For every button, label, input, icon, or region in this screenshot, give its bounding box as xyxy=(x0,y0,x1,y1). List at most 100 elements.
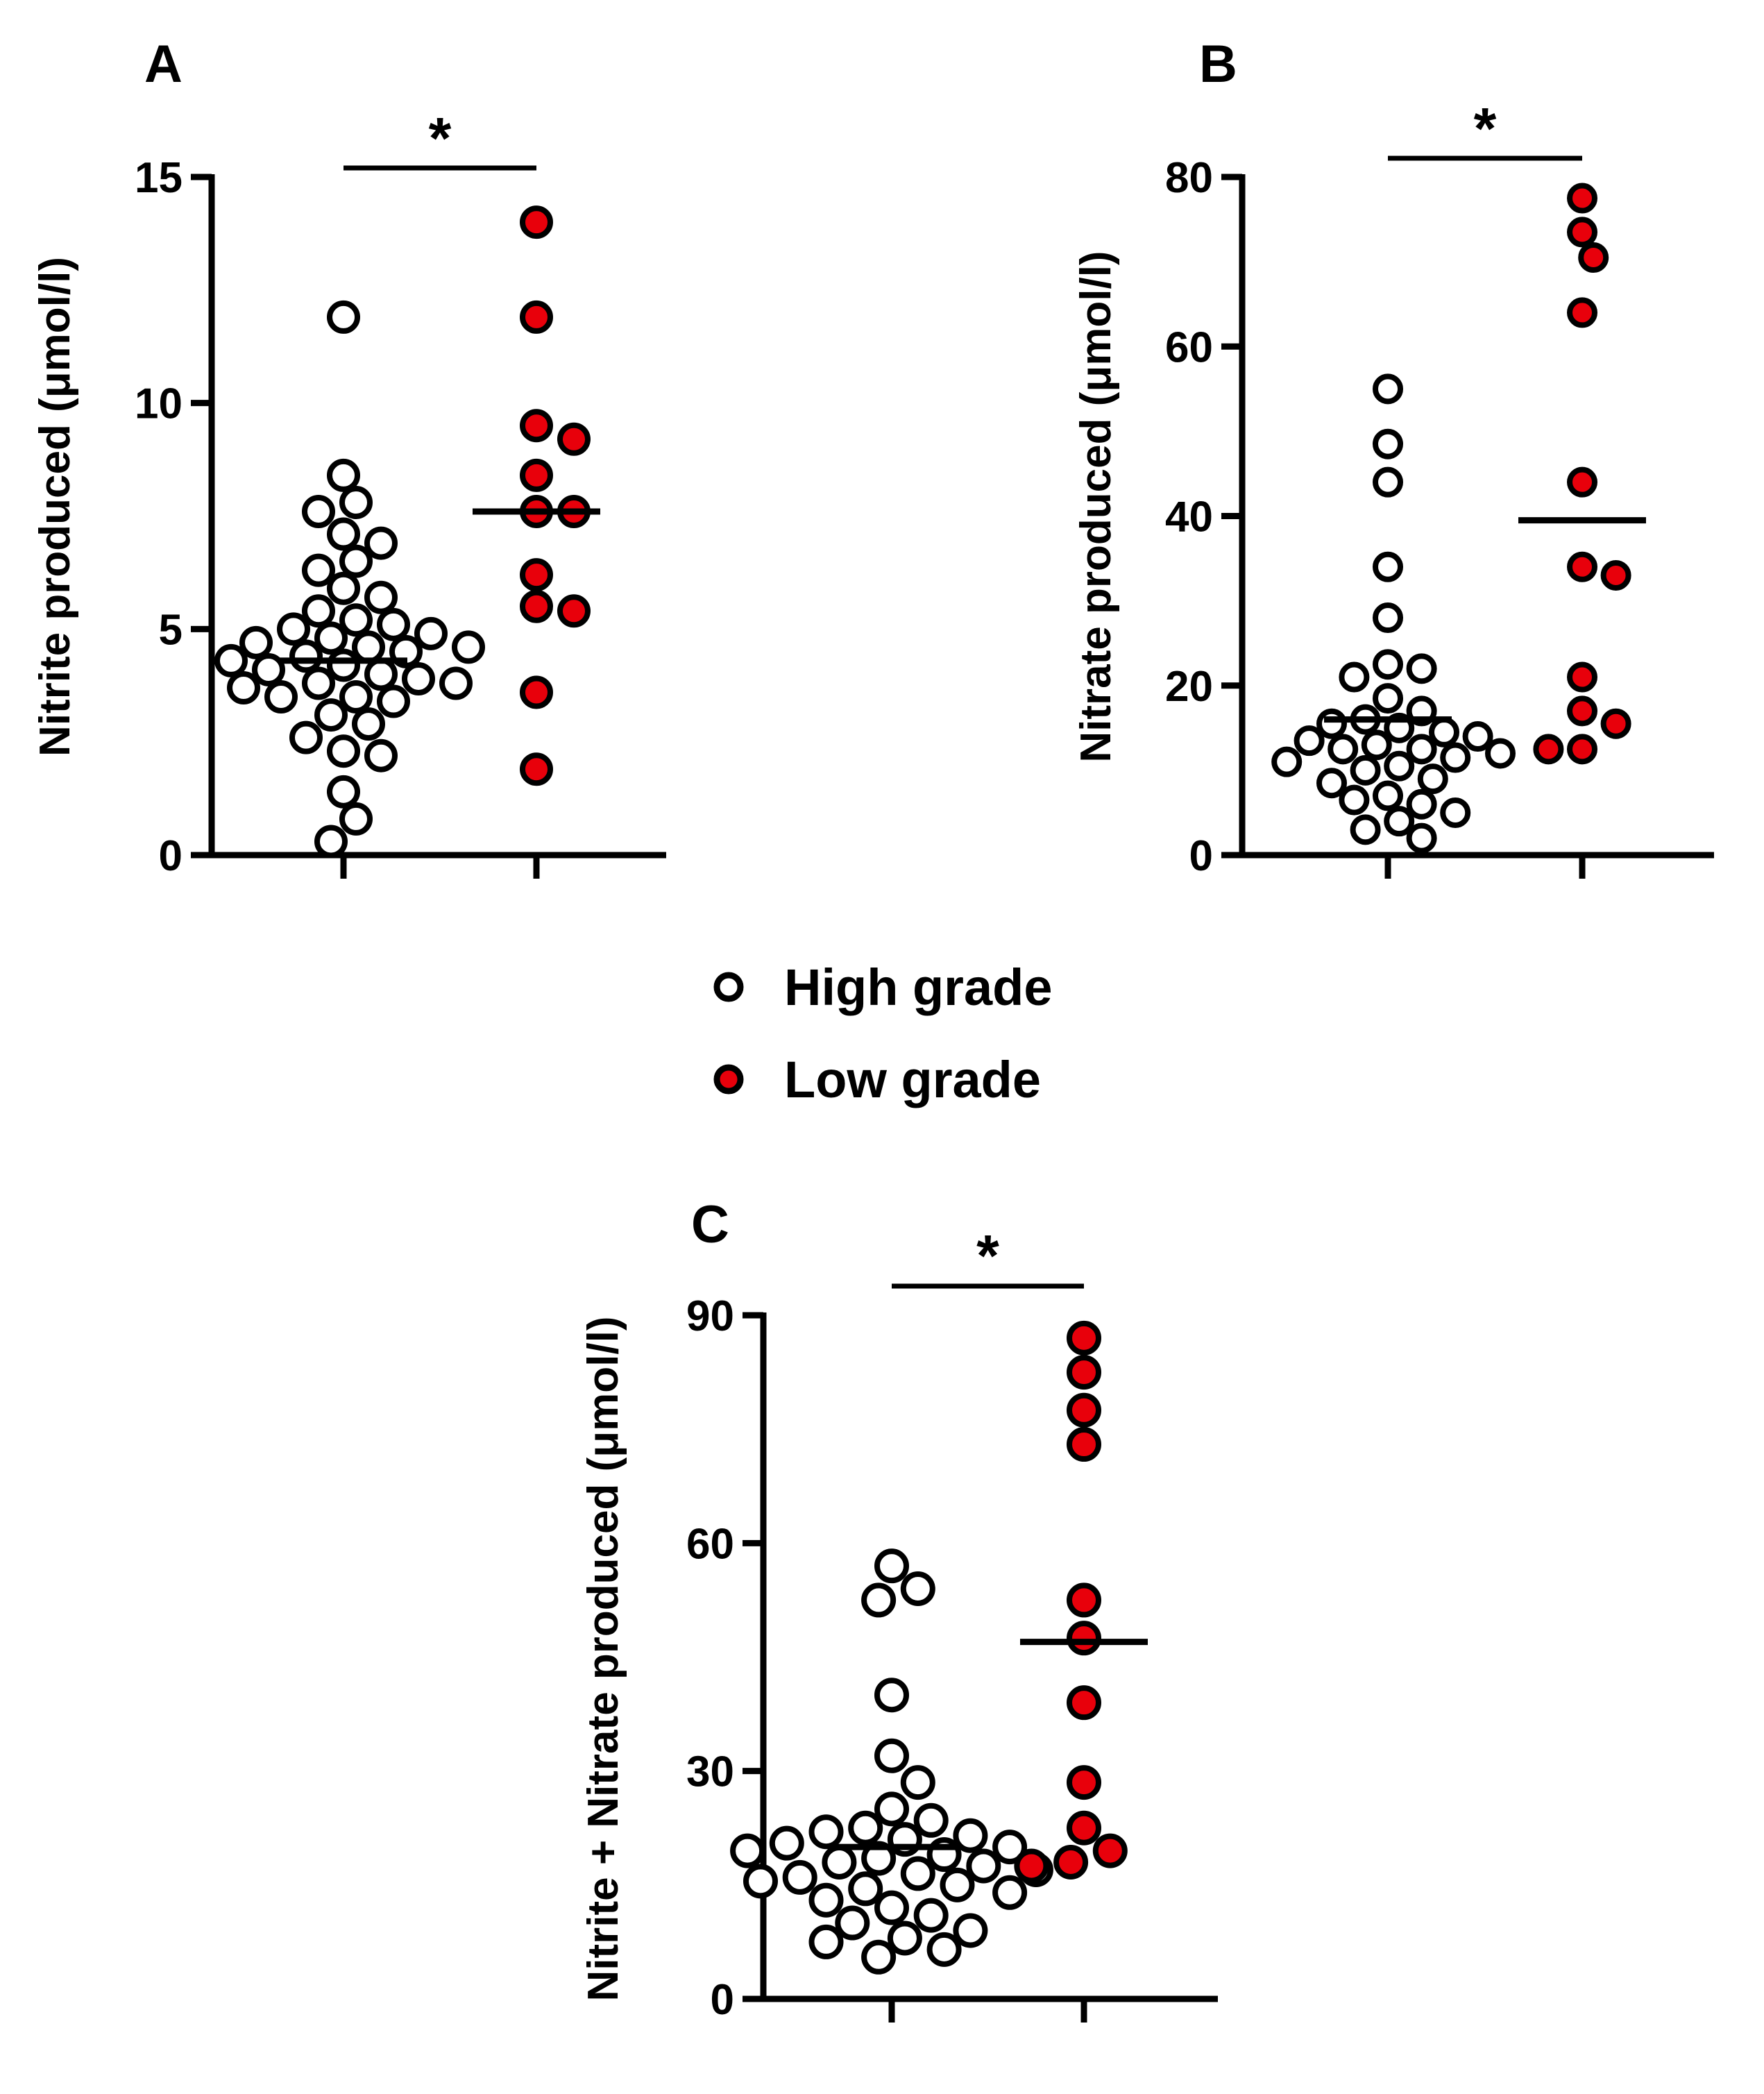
data-point-high-grade xyxy=(1361,729,1392,761)
data-point-high-grade xyxy=(327,517,360,551)
data-point-low-grade xyxy=(520,558,553,592)
data-point-high-grade xyxy=(1350,814,1381,845)
data-point-high-grade xyxy=(327,775,360,809)
data-point-high-grade xyxy=(1328,734,1359,765)
data-point-high-grade xyxy=(874,1738,909,1773)
data-point-high-grade xyxy=(1462,721,1493,752)
data-point-high-grade xyxy=(1384,750,1415,782)
data-point-high-grade xyxy=(1316,708,1347,739)
y-axis-title: Nitrate produced (μmol/l) xyxy=(1072,251,1120,762)
data-point-high-grade xyxy=(966,1848,1001,1884)
data-point-high-grade xyxy=(1406,822,1437,854)
data-point-high-grade xyxy=(289,639,323,673)
data-point-high-grade xyxy=(314,621,348,655)
data-point-high-grade xyxy=(364,738,398,772)
y-tick-label: 40 xyxy=(1165,493,1213,541)
data-point-high-grade xyxy=(339,603,373,637)
data-point-high-grade xyxy=(743,1864,778,1899)
data-point-low-grade xyxy=(1567,297,1597,328)
significance-star: * xyxy=(1474,96,1497,161)
data-point-high-grade xyxy=(439,666,473,700)
data-point-high-grade xyxy=(861,1939,897,1975)
data-point-high-grade xyxy=(1373,551,1403,582)
panel-c: C 0 30 60 90 Nitrite + Nitrate produced (μmo… xyxy=(579,1195,1218,2024)
data-point-high-grade xyxy=(913,1802,949,1838)
data-point-high-grade xyxy=(264,680,298,714)
data-point-high-grade xyxy=(314,825,348,859)
legend-marker-high-grade xyxy=(713,972,744,1002)
data-point-high-grade xyxy=(1373,466,1403,498)
data-point-low-grade xyxy=(1567,695,1597,727)
data-point-high-grade xyxy=(835,1905,870,1941)
data-point-low-grade xyxy=(1067,1582,1101,1618)
panel-letter-a: A xyxy=(144,35,183,94)
data-point-low-grade xyxy=(1067,1685,1101,1721)
y-tick-label: 20 xyxy=(1165,663,1213,711)
data-point-high-grade xyxy=(327,571,360,605)
data-point-high-grade xyxy=(861,1841,897,1876)
data-point-high-grade xyxy=(302,594,335,628)
data-point-high-grade xyxy=(1384,806,1415,837)
data-point-high-grade xyxy=(913,1898,949,1933)
data-point-high-grade xyxy=(1440,797,1471,828)
data-point-high-grade xyxy=(377,684,410,718)
data-point-low-grade xyxy=(520,589,553,623)
data-point-low-grade xyxy=(1600,559,1631,591)
y-tick-label: 60 xyxy=(1165,323,1213,371)
data-point-high-grade xyxy=(1440,742,1471,773)
data-point-low-grade xyxy=(520,205,553,239)
panel-letter-c: C xyxy=(691,1195,729,1254)
y-axis-title: Nitrite produced (μmol/l) xyxy=(31,257,79,757)
data-point-low-grade xyxy=(1567,551,1597,582)
data-point-high-grade xyxy=(953,1818,988,1853)
data-point-high-grade xyxy=(289,720,323,754)
legend-marker-low-grade xyxy=(713,1064,744,1095)
data-point-high-grade xyxy=(377,607,410,641)
data-point-low-grade xyxy=(1533,734,1564,765)
data-point-low-grade xyxy=(1092,1833,1128,1868)
data-point-low-grade xyxy=(1014,1848,1049,1884)
data-point-high-grade xyxy=(452,630,485,664)
data-point-high-grade xyxy=(1373,428,1403,459)
y-tick-label: 90 xyxy=(686,1292,734,1340)
data-point-high-grade xyxy=(926,1932,962,1967)
data-point-high-grade xyxy=(302,494,335,528)
data-point-low-grade xyxy=(1567,734,1597,765)
data-point-high-grade xyxy=(848,1810,883,1846)
data-point-high-grade xyxy=(1339,661,1370,693)
data-point-low-grade xyxy=(1067,1810,1101,1846)
data-point-high-grade xyxy=(874,1890,909,1925)
data-point-high-grade xyxy=(1417,763,1448,795)
data-point-low-grade xyxy=(520,409,553,443)
data-point-high-grade xyxy=(1373,683,1403,714)
data-point-low-grade xyxy=(1578,242,1609,273)
data-point-high-grade xyxy=(339,485,373,519)
data-point-high-grade xyxy=(1406,734,1437,765)
data-point-high-grade xyxy=(1373,780,1403,811)
data-point-high-grade xyxy=(953,1913,988,1948)
data-point-high-grade xyxy=(808,1924,844,1959)
data-point-high-grade xyxy=(314,698,348,732)
y-tick-label: 0 xyxy=(1189,832,1213,880)
data-point-high-grade xyxy=(352,707,385,741)
data-point-high-grade xyxy=(782,1859,817,1895)
data-point-high-grade xyxy=(364,580,398,614)
data-point-low-grade xyxy=(1067,1320,1101,1356)
legend-label-high-grade: High grade xyxy=(784,959,1052,1016)
data-point-high-grade xyxy=(874,1791,909,1827)
data-point-high-grade xyxy=(339,544,373,578)
y-tick-label: 0 xyxy=(711,1976,734,2024)
significance-star: * xyxy=(976,1223,999,1288)
data-point-high-grade xyxy=(239,625,273,659)
data-point-high-grade xyxy=(414,616,448,650)
data-point-high-grade xyxy=(1271,746,1303,777)
data-point-high-grade xyxy=(1406,653,1437,684)
data-point-high-grade xyxy=(1373,602,1403,634)
data-point-high-grade xyxy=(1350,754,1381,786)
data-point-low-grade xyxy=(1067,1392,1101,1428)
data-point-low-grade xyxy=(557,422,591,456)
data-point-high-grade xyxy=(940,1867,975,1902)
data-point-high-grade xyxy=(848,1871,883,1907)
y-tick-label: 30 xyxy=(686,1748,734,1796)
data-point-low-grade xyxy=(1567,661,1597,693)
